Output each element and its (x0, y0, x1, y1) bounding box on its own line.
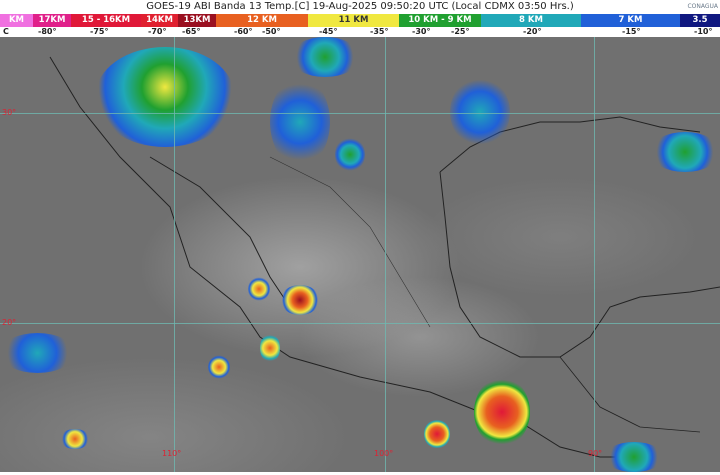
scale-segment: 14KM (141, 14, 178, 27)
storm-cell (450, 77, 510, 147)
temp-label: -20° (523, 27, 542, 36)
scale-segment: 7 KM (581, 14, 680, 27)
temp-label: -75° (90, 27, 109, 36)
scale-segment: 12 KM (216, 14, 308, 27)
temp-label: -60° (234, 27, 253, 36)
scale-segment: 11 KM (308, 14, 399, 27)
longitude-line (174, 37, 175, 472)
storm-cell (650, 132, 720, 172)
scale-segment: 15 - 16KM (71, 14, 141, 27)
temperature-scale: C -80° -75° -70° -65° -60° -50° -45° -35… (0, 27, 720, 37)
scale-segment: 17KM (33, 14, 71, 27)
temp-label: -65° (182, 27, 201, 36)
scale-segment: 13KM (178, 14, 216, 27)
temp-label: -10° (694, 27, 713, 36)
conagua-logo: CONAGUA (687, 3, 718, 10)
temp-label: -50° (262, 27, 281, 36)
longitude-label: 100° (374, 449, 394, 458)
temp-label: -15° (622, 27, 641, 36)
storm-cell (0, 333, 75, 373)
scale-segment: KM (0, 14, 33, 27)
storm-cell (604, 442, 664, 472)
temp-label: -30° (412, 27, 431, 36)
bottom-border (0, 472, 720, 475)
storm-cell (208, 355, 230, 379)
temp-label: -80° (38, 27, 57, 36)
temp-label: -35° (370, 27, 389, 36)
latitude-label: 20° (2, 318, 17, 327)
scale-segment: 10 KM - 9 KM (399, 14, 481, 27)
storm-cell (424, 419, 450, 449)
satellite-image: 30° 20° 110° 100° 90° (0, 37, 720, 472)
storm-cell (260, 333, 280, 363)
storm-cell (270, 77, 330, 167)
storm-cell (95, 47, 235, 147)
scale-segment: 8 KM (481, 14, 581, 27)
storm-cell (248, 277, 270, 301)
latitude-line (0, 323, 720, 324)
latitude-line (0, 113, 720, 114)
storm-cell (474, 377, 530, 447)
storm-cell (335, 137, 365, 172)
longitude-line (385, 37, 386, 472)
latitude-label: 30° (2, 108, 17, 117)
storm-cell (60, 429, 90, 449)
temp-label: C (3, 27, 9, 36)
temp-label: -25° (451, 27, 470, 36)
temp-label: -45° (319, 27, 338, 36)
storm-cell (280, 285, 320, 315)
temp-label: -70° (148, 27, 167, 36)
longitude-line (594, 37, 595, 472)
storm-cell (290, 37, 360, 77)
longitude-label: 90° (588, 449, 603, 458)
image-title: GOES-19 ABI Banda 13 Temp.[C] 19-Aug-202… (0, 0, 720, 14)
altitude-color-scale: KM 17KM 15 - 16KM 14KM 13KM 12 KM 11 KM … (0, 14, 720, 27)
longitude-label: 110° (162, 449, 182, 458)
scale-segment: 3.5 (680, 14, 720, 27)
